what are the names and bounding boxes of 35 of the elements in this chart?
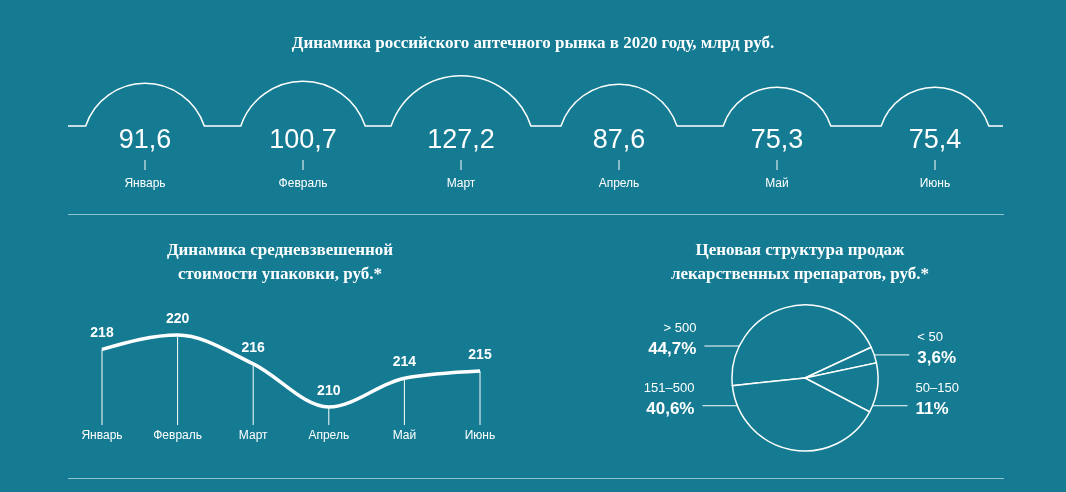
- data-label: 91,6: [118, 124, 172, 154]
- category-label: Июнь: [919, 176, 951, 190]
- x-tick-label: Июнь: [464, 428, 496, 442]
- data-label: 44,7%: [648, 339, 697, 358]
- x-tick-label: Май: [392, 428, 417, 442]
- x-tick-label: Январь: [81, 428, 123, 442]
- category-label: Апрель: [598, 176, 640, 190]
- data-label: 11%: [915, 398, 949, 418]
- data-label: 100,7: [269, 124, 337, 154]
- data-label: 75,4: [908, 124, 962, 154]
- data-label: 40,6%: [646, 398, 695, 418]
- x-tick-label: Февраль: [153, 428, 202, 442]
- text: Динамика российского аптечного рынка в 2020 году, млрд руб.: [291, 33, 775, 52]
- data-label: 127,2: [427, 124, 495, 154]
- data-label: 75,3: [750, 124, 804, 154]
- chart-title: Ценовая структура продаж лекарственных препаратов, руб.*: [669, 239, 931, 285]
- data-label: 214: [392, 353, 417, 370]
- slice-label: 50–150: [915, 379, 959, 395]
- data-label: 216: [241, 338, 266, 355]
- data-label: 220: [165, 310, 190, 326]
- data-label: 218: [90, 324, 114, 341]
- data-label: 87,6: [592, 124, 646, 154]
- x-tick-label: Апрель: [308, 428, 350, 442]
- data-label: 210: [317, 382, 341, 398]
- slice-label: > 500: [663, 320, 697, 335]
- slice-label: 151–500: [643, 379, 695, 395]
- chart-title: Динамика средневзвешенной стоимости упаковки, руб.*: [165, 239, 395, 285]
- category-label: Февраль: [278, 176, 328, 190]
- category-label: Январь: [124, 176, 166, 190]
- slice-label: < 50: [917, 328, 943, 344]
- x-tick-label: Март: [238, 428, 269, 442]
- category-label: Май: [765, 176, 789, 190]
- data-label: 3,6%: [917, 347, 956, 367]
- category-label: Март: [446, 176, 476, 190]
- data-label: 215: [468, 346, 492, 362]
